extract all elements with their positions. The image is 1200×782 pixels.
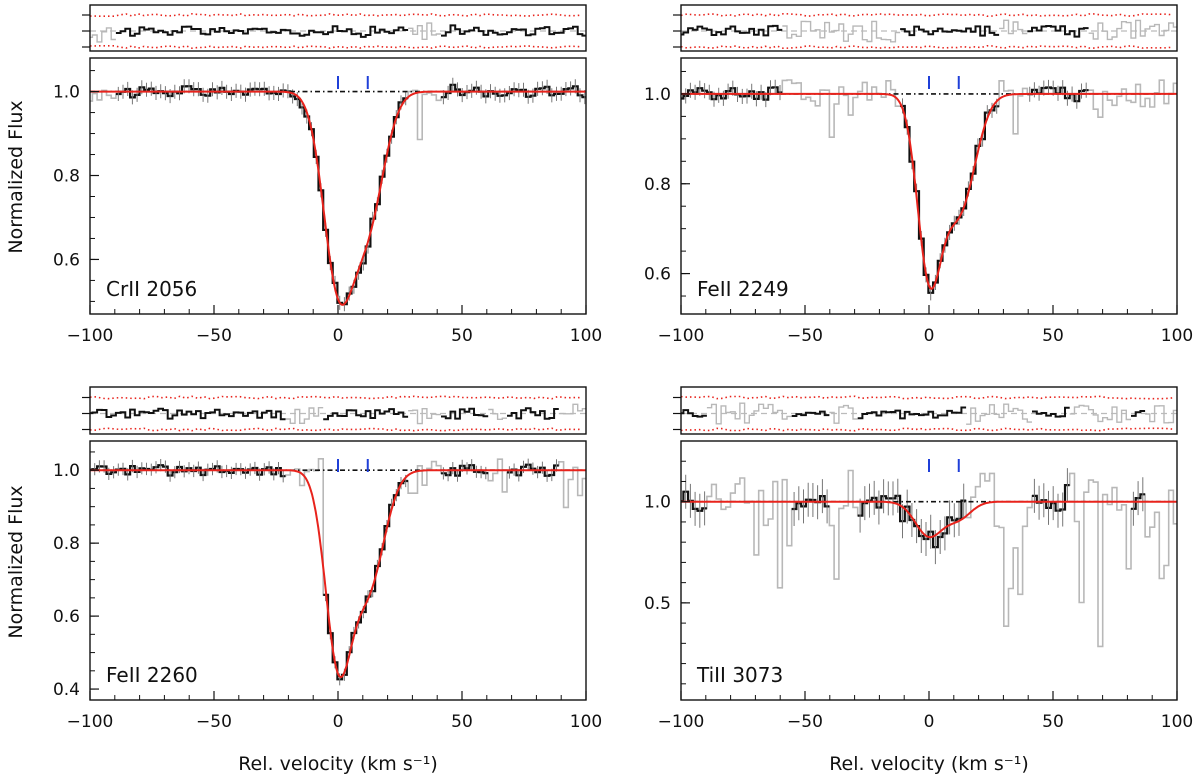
residual-fitted (681, 406, 1146, 420)
ion-label: FeII 2260 (106, 663, 198, 687)
residual-masked (706, 402, 1177, 425)
residual-axes-frame (680, 386, 1178, 435)
residual-band-lower (90, 427, 583, 432)
model-fit (90, 469, 586, 679)
y-tick-label: 1.0 (644, 85, 671, 105)
model-fit (90, 90, 586, 306)
panel-0: −100 −50 0 50 100 0.6 0.8 1.0 CrII 2056 (53, 4, 602, 346)
panel-1: −100 −50 0 50 100 0.6 0.8 1.0 FeII 2249 (644, 4, 1193, 346)
spectrum-fitted (115, 83, 586, 306)
main-axes-frame (89, 440, 587, 701)
residual-fitted (681, 24, 1089, 38)
ion-label: FeII 2249 (697, 277, 789, 301)
residual-axes-frame (680, 4, 1178, 52)
x-tick-label: 0 (924, 712, 935, 732)
y-tick-label: 0.8 (644, 175, 671, 195)
x-tick-label: 100 (1161, 712, 1193, 732)
x-tick-label: −100 (67, 712, 114, 732)
residual-band-upper (681, 12, 1174, 18)
x-axis-title-left: Rel. velocity (km s⁻¹) (238, 753, 438, 775)
residual-band-upper (681, 395, 1174, 400)
y-tick-label: 0.6 (644, 265, 671, 285)
x-axis-title-right: Rel. velocity (km s⁻¹) (829, 753, 1029, 775)
x-tick-label: −100 (658, 326, 705, 346)
residual-fitted (90, 407, 559, 421)
x-tick-label: −100 (658, 712, 705, 732)
residual-band-lower (90, 44, 583, 50)
y-axis-title-bottom: Normalized Flux (5, 485, 27, 638)
error-bars (681, 79, 1087, 301)
residual-band-lower (681, 44, 1174, 50)
x-tick-label: 100 (570, 326, 602, 346)
x-tick-label: 50 (451, 326, 473, 346)
residual-band-lower (681, 427, 1174, 432)
x-tick-label: −50 (787, 712, 823, 732)
x-tick-label: −50 (196, 712, 232, 732)
residual-axes-frame (89, 386, 587, 435)
panel-3: −100 −50 0 50 100 0.5 1.0 TiII 3073 (644, 386, 1193, 732)
residual-masked (285, 403, 586, 425)
x-tick-label: 0 (333, 712, 344, 732)
y-tick-label: 0.8 (53, 167, 80, 187)
x-tick-label: 50 (1042, 326, 1064, 346)
spectrum-fitted (681, 86, 1089, 294)
x-tick-label: 100 (570, 712, 602, 732)
y-tick-label: 1.0 (644, 493, 671, 513)
residual-fitted (115, 24, 586, 38)
spectrum-masked (681, 469, 1177, 648)
y-tick-label: 0.6 (53, 607, 80, 627)
spectrum-masked (90, 458, 586, 681)
x-tick-label: 50 (1042, 712, 1064, 732)
ion-label: TiII 3073 (696, 663, 783, 687)
panel-2: −100 −50 0 50 100 0.4 0.6 0.8 1.0 FeII 2260 (53, 386, 602, 732)
y-tick-label: 0.6 (53, 250, 80, 270)
y-tick-label: 0.8 (53, 534, 80, 554)
x-tick-label: 0 (924, 326, 935, 346)
residual-axes-frame (89, 4, 587, 52)
x-tick-label: −100 (67, 326, 114, 346)
y-tick-label: 0.5 (644, 594, 671, 614)
residual-masked (90, 22, 441, 43)
x-tick-label: 0 (333, 326, 344, 346)
model-fit (681, 500, 1177, 539)
y-axis-title-top: Normalized Flux (5, 100, 27, 253)
x-tick-label: 50 (451, 712, 473, 732)
x-tick-label: −50 (787, 326, 823, 346)
y-tick-label: 0.4 (53, 680, 80, 700)
y-tick-label: 1.0 (53, 461, 80, 481)
residual-band-upper (90, 12, 583, 18)
x-tick-label: 100 (1161, 326, 1193, 346)
ion-label: CrII 2056 (106, 277, 197, 301)
spectrum-masked (681, 79, 1177, 294)
residual-band-upper (90, 395, 583, 400)
x-tick-label: −50 (196, 326, 232, 346)
residual-masked (782, 19, 1177, 43)
spectrum-masked (90, 84, 586, 305)
model-fit (681, 92, 1177, 290)
panels-layer: −100 −50 0 50 100 0.6 0.8 1.0 CrII 2056 −100 −50 0 5… (53, 4, 1193, 732)
y-tick-label: 1.0 (53, 83, 80, 103)
main-axes-frame (89, 57, 587, 315)
